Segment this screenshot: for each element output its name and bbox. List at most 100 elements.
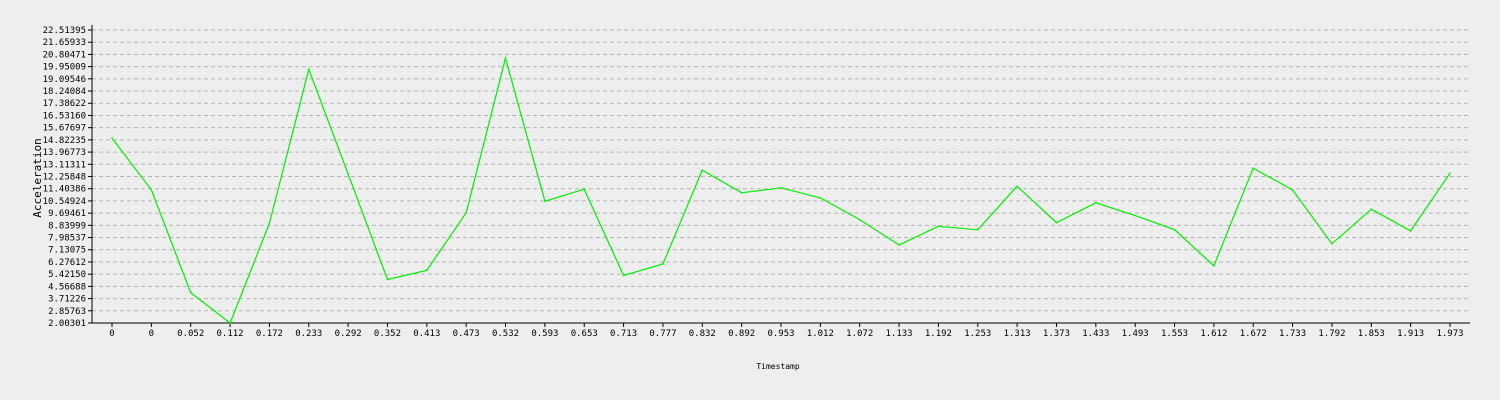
data-point — [937, 225, 940, 228]
x-tick-label: 1.853 — [1358, 329, 1385, 339]
x-tick-label: 0.172 — [256, 329, 283, 339]
y-tick-label: 7.98537 — [48, 234, 86, 244]
data-point — [858, 218, 861, 221]
series-layer — [111, 55, 1451, 324]
data-point — [465, 211, 467, 214]
y-tick-label: 19.09546 — [43, 75, 86, 85]
x-tick-label: 1.433 — [1082, 329, 1109, 339]
x-tick-label: 0.892 — [728, 329, 755, 339]
x-tick-label: 0.233 — [295, 329, 322, 339]
y-tick-label: 9.69461 — [48, 209, 86, 219]
x-tick-label: 1.313 — [1004, 329, 1031, 339]
y-tick-label: 13.96773 — [43, 148, 86, 158]
data-point — [1449, 172, 1451, 174]
y-axis-ticks: 2.00301 2.85763 3.71226 4.56688 5.42150 6.276… — [43, 26, 92, 329]
x-axis-title: Timestamp — [756, 362, 800, 371]
data-point — [1134, 214, 1136, 217]
y-tick-label: 20.80471 — [43, 50, 86, 60]
y-tick-label: 15.67697 — [43, 124, 86, 134]
x-tick-label: 0.473 — [453, 329, 480, 339]
x-tick-label: 1.913 — [1397, 329, 1424, 339]
y-tick-label: 18.24084 — [43, 87, 86, 97]
y-tick-label: 8.83999 — [48, 221, 86, 231]
y-tick-label: 19.95009 — [43, 63, 86, 73]
x-tick-label: 0.052 — [177, 329, 204, 339]
data-point — [1016, 185, 1018, 187]
data-point — [1409, 230, 1412, 232]
x-tick-label: 0 — [109, 329, 114, 339]
grid-lines — [92, 29, 1470, 312]
data-point — [740, 191, 743, 194]
data-point — [1173, 228, 1176, 231]
data-point — [819, 197, 822, 199]
y-tick-label: 2.00301 — [48, 319, 86, 329]
x-axis-ticks: 0 0 0.052 0.112 0.172 0.233 0.292 0.352 0.413 0.4… — [109, 323, 1464, 339]
x-tick-label: 0.413 — [413, 329, 440, 339]
data-point — [1291, 189, 1294, 191]
data-point — [268, 222, 271, 225]
x-tick-label: 0.292 — [335, 329, 362, 339]
x-tick-label: 1.493 — [1122, 329, 1149, 339]
data-point — [1370, 208, 1373, 210]
data-point — [976, 228, 979, 231]
data-point — [307, 68, 310, 71]
y-tick-label: 6.27612 — [48, 258, 86, 268]
x-tick-label: 0.953 — [767, 329, 794, 339]
y-tick-label: 16.53160 — [43, 111, 86, 121]
data-point — [111, 137, 113, 139]
x-tick-label: 0.832 — [689, 329, 716, 339]
y-tick-label: 5.42150 — [48, 270, 86, 280]
y-tick-label: 13.11311 — [43, 160, 86, 170]
data-point — [662, 263, 664, 265]
x-tick-label: 1.012 — [807, 329, 834, 339]
data-point — [386, 278, 389, 281]
x-tick-label: 1.672 — [1240, 329, 1267, 339]
x-tick-label: 1.133 — [886, 329, 913, 339]
data-point — [1252, 167, 1255, 169]
x-tick-label: 1.792 — [1318, 329, 1345, 339]
y-tick-label: 10.54924 — [43, 197, 86, 207]
x-tick-label: 1.253 — [964, 329, 991, 339]
x-tick-label: 0.653 — [571, 329, 598, 339]
data-point — [622, 274, 625, 277]
y-tick-label: 14.82235 — [43, 136, 86, 146]
data-point — [1213, 264, 1215, 267]
data-point — [1331, 242, 1333, 245]
y-tick-label: 4.56688 — [48, 282, 86, 292]
data-point — [504, 57, 507, 59]
data-point — [1095, 201, 1097, 204]
x-tick-label: 1.373 — [1043, 329, 1070, 339]
data-point — [898, 244, 900, 246]
x-tick-label: 0.112 — [217, 329, 244, 339]
data-point — [701, 169, 704, 171]
y-axis-title: Acceleration — [31, 138, 44, 217]
x-tick-label: 0.777 — [649, 329, 676, 339]
data-point — [1055, 221, 1058, 224]
y-tick-label: 7.13075 — [48, 246, 86, 256]
y-tick-label: 2.85763 — [48, 307, 86, 317]
data-point — [189, 291, 192, 294]
x-tick-label: 0.532 — [492, 329, 519, 339]
x-tick-label: 0.593 — [531, 329, 558, 339]
x-tick-label: 0 — [149, 329, 154, 339]
x-tick-label: 0.713 — [610, 329, 637, 339]
data-point — [347, 173, 349, 175]
y-tick-label: 17.38622 — [43, 99, 86, 109]
x-tick-label: 1.192 — [925, 329, 952, 339]
acceleration-series-line — [111, 55, 1451, 324]
x-tick-label: 0.352 — [374, 329, 401, 339]
data-point — [229, 322, 231, 324]
x-tick-label: 1.973 — [1436, 329, 1463, 339]
y-tick-label: 11.40386 — [43, 185, 86, 195]
x-tick-label: 1.733 — [1279, 329, 1306, 339]
data-point — [150, 189, 153, 191]
x-tick-label: 1.072 — [846, 329, 873, 339]
y-tick-label: 22.51395 — [43, 26, 86, 36]
data-point — [544, 200, 546, 202]
y-tick-label: 21.65933 — [43, 38, 86, 48]
y-tick-label: 3.71226 — [48, 295, 86, 305]
data-point — [426, 269, 428, 272]
x-tick-label: 1.612 — [1200, 329, 1227, 339]
